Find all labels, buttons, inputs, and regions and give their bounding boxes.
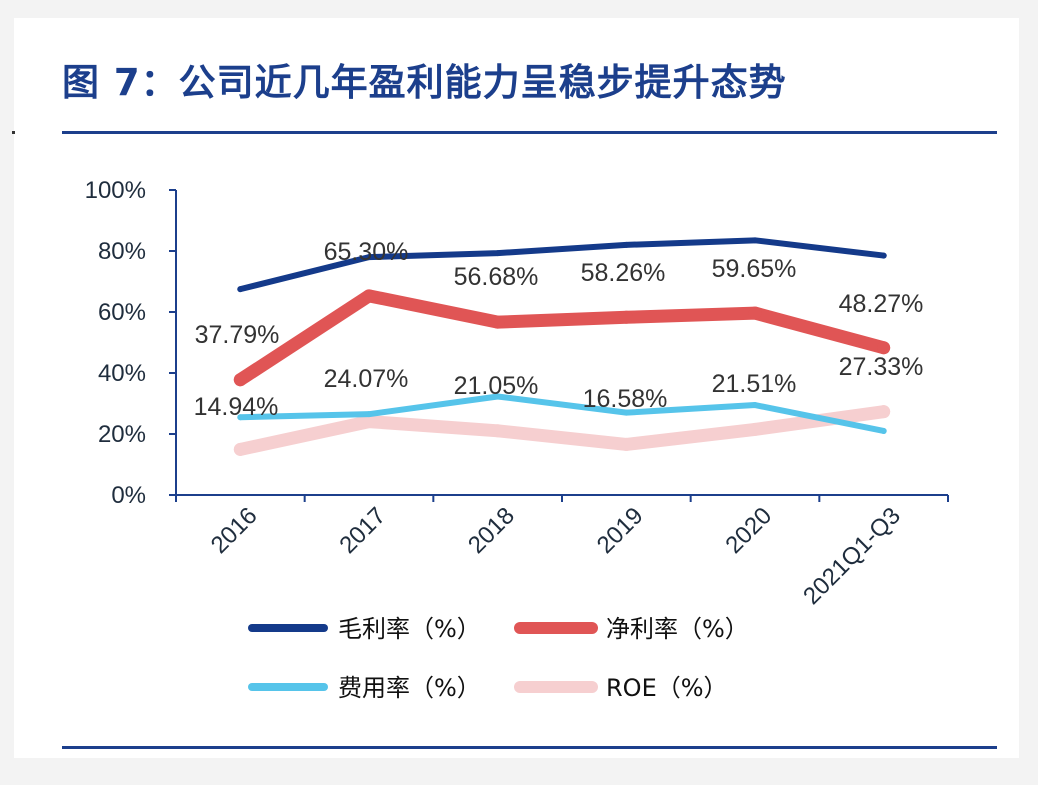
data-label: 37.79% xyxy=(195,321,280,349)
data-label: 21.05% xyxy=(454,372,539,400)
legend-label: 净利率（%） xyxy=(606,615,749,643)
data-point xyxy=(881,253,887,259)
data-point xyxy=(495,250,501,256)
data-label: 16.58% xyxy=(583,385,668,413)
x-tick-label: 2016 xyxy=(206,502,263,559)
data-label: 65.30% xyxy=(324,238,409,266)
data-label: 14.94% xyxy=(194,393,279,421)
bottom-divider xyxy=(62,746,997,749)
chart-legend: 毛利率（%） 净利率（%） 费用率（%） ROE（%） xyxy=(252,615,749,702)
data-label: 59.65% xyxy=(712,255,797,283)
y-tick-label: 20% xyxy=(98,421,146,448)
x-tick-label: 2021Q1-Q3 xyxy=(798,502,906,610)
x-tick-label: 2020 xyxy=(720,502,777,559)
data-point xyxy=(491,424,504,437)
data-point xyxy=(237,286,243,292)
y-tick-label: 60% xyxy=(98,299,146,326)
data-point xyxy=(366,411,372,417)
data-point xyxy=(620,438,633,451)
y-tick-label: 100% xyxy=(85,177,146,204)
data-point xyxy=(749,307,762,320)
data-point xyxy=(881,428,887,434)
data-point xyxy=(234,373,247,386)
legend-label: 费用率（%） xyxy=(338,674,481,702)
data-point xyxy=(234,443,247,456)
data-label: 56.68% xyxy=(454,263,539,291)
y-tick-label: 0% xyxy=(111,482,146,509)
data-label: 21.51% xyxy=(712,370,797,398)
legend-label: ROE（%） xyxy=(606,674,728,702)
x-tick-label: 2019 xyxy=(592,502,649,559)
data-point xyxy=(623,242,629,248)
data-point xyxy=(877,405,890,418)
data-point xyxy=(491,316,504,329)
x-tick-label: 2017 xyxy=(334,502,391,559)
data-label: 27.33% xyxy=(839,353,924,381)
x-tick-label: 2018 xyxy=(463,502,520,559)
y-tick-label: 40% xyxy=(98,360,146,387)
line-chart: 0% 20% 40% 60% 80% 100% 2016 2017 2018 2019 2020 20… xyxy=(0,0,1038,785)
data-label: 24.07% xyxy=(324,365,409,393)
data-label: 58.26% xyxy=(581,259,666,287)
data-point xyxy=(749,423,762,436)
data-point xyxy=(620,311,633,324)
y-tick-label: 80% xyxy=(98,238,146,265)
data-point xyxy=(752,237,758,243)
data-label: 48.27% xyxy=(839,290,924,318)
data-point xyxy=(363,289,376,302)
legend-label: 毛利率（%） xyxy=(338,615,481,643)
data-point xyxy=(752,402,758,408)
